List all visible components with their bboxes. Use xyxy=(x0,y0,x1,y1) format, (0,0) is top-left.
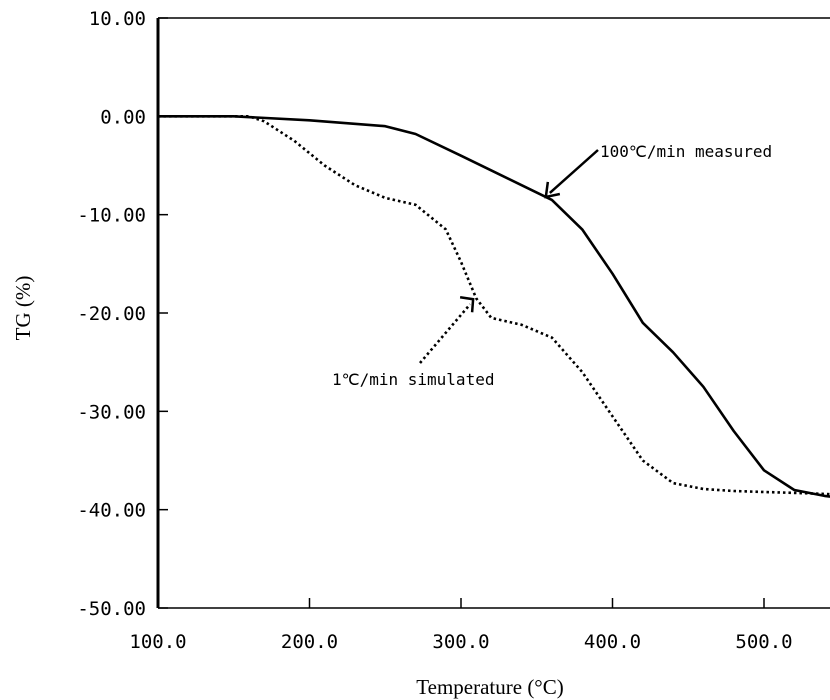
measured-annotation-arrowhead xyxy=(544,181,561,199)
measured-annotation-label: 100℃/min measured xyxy=(600,142,772,161)
y-axis-title: TG (%) xyxy=(11,276,35,341)
x-axis-ticks: 100.0 200.0 300.0 400.0 500.0 xyxy=(129,598,793,653)
y-tick-label: -20.00 xyxy=(77,303,146,325)
measured-annotation-arrow xyxy=(549,149,599,194)
x-axis-title: Temperature (°C) xyxy=(416,675,563,699)
plot-area xyxy=(158,18,830,608)
y-tick-label: -30.00 xyxy=(77,401,146,423)
y-axis-ticks: 10.00 0.00 -10.00 -20.00 -30.00 -40.00 -50.00 xyxy=(77,8,168,620)
annotation-layer: 100℃/min measured 1℃/min simulated xyxy=(332,142,772,389)
simulated-annotation-label: 1℃/min simulated xyxy=(332,370,494,389)
y-tick-label: 0.00 xyxy=(100,106,146,128)
x-tick-label: 300.0 xyxy=(432,631,489,653)
simulated-series-line xyxy=(158,115,830,496)
x-tick-label: 200.0 xyxy=(281,631,338,653)
simulated-annotation-arrow xyxy=(419,303,472,364)
simulated-annotation-arrowhead xyxy=(459,295,475,313)
x-tick-label: 500.0 xyxy=(735,631,792,653)
x-tick-label: 400.0 xyxy=(584,631,641,653)
y-tick-label: -50.00 xyxy=(77,598,146,620)
y-tick-label: 10.00 xyxy=(89,8,146,30)
x-tick-label: 100.0 xyxy=(129,631,186,653)
series-layer xyxy=(158,115,830,498)
y-tick-label: -40.00 xyxy=(77,500,146,522)
measured-series-line xyxy=(158,115,830,498)
y-tick-label: -10.00 xyxy=(77,205,146,227)
